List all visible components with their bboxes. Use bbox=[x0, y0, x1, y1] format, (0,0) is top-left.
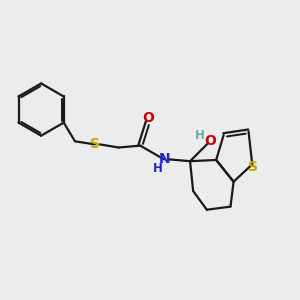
Text: O: O bbox=[204, 134, 216, 148]
Text: N: N bbox=[159, 152, 170, 166]
Text: H: H bbox=[153, 161, 163, 175]
Text: H: H bbox=[195, 129, 205, 142]
Text: O: O bbox=[142, 111, 154, 125]
Text: S: S bbox=[248, 160, 258, 174]
Text: S: S bbox=[90, 137, 100, 152]
